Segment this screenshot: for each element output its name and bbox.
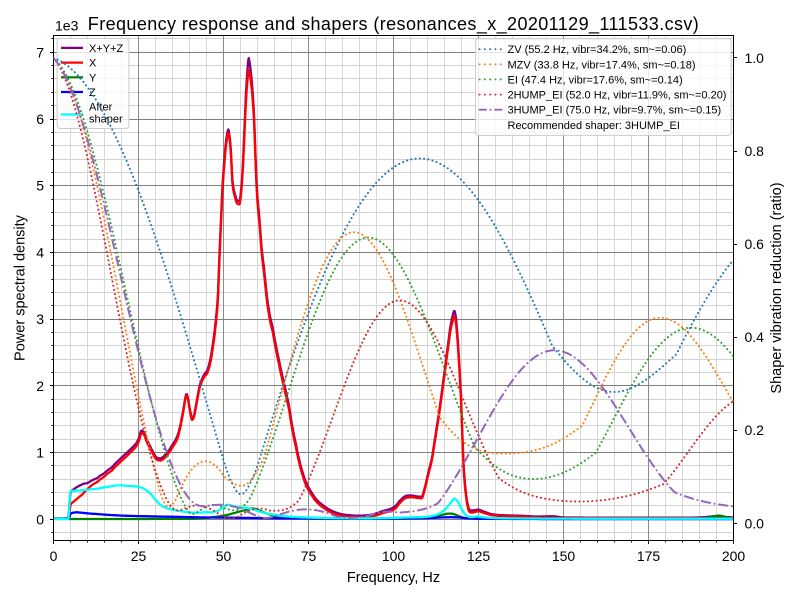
svg-text:3HUMP_EI (75.0 Hz, vibr=9.7%,: 3HUMP_EI (75.0 Hz, vibr=9.7%, sm~=0.15) [508, 105, 722, 117]
svg-text:7: 7 [36, 44, 44, 60]
svg-text:0.2: 0.2 [745, 422, 765, 438]
svg-text:175: 175 [637, 548, 661, 564]
svg-text:150: 150 [552, 548, 576, 564]
svg-text:ZV (55.2 Hz, vibr=34.2%, sm~=0: ZV (55.2 Hz, vibr=34.2%, sm~=0.06) [508, 44, 687, 56]
svg-text:0: 0 [50, 548, 58, 564]
svg-text:0.6: 0.6 [745, 236, 765, 252]
svg-text:0.4: 0.4 [745, 329, 765, 345]
svg-text:75: 75 [301, 548, 317, 564]
svg-text:25: 25 [131, 548, 147, 564]
svg-text:X+Y+Z: X+Y+Z [89, 43, 124, 55]
svg-text:MZV (33.8 Hz, vibr=17.4%, sm~=: MZV (33.8 Hz, vibr=17.4%, sm~=0.18) [508, 59, 696, 71]
svg-text:Frequency, Hz: Frequency, Hz [347, 570, 440, 586]
svg-text:Z: Z [89, 87, 96, 99]
svg-text:Shaper vibration reduction (ra: Shaper vibration reduction (ratio) [769, 182, 785, 393]
svg-text:0.8: 0.8 [745, 143, 765, 159]
svg-text:X: X [89, 58, 97, 70]
svg-text:1e3: 1e3 [55, 18, 79, 34]
svg-text:1: 1 [36, 445, 44, 461]
svg-text:Recommended shaper: 3HUMP_EI: Recommended shaper: 3HUMP_EI [508, 120, 680, 132]
svg-text:2HUMP_EI (52.0 Hz, vibr=11.9%,: 2HUMP_EI (52.0 Hz, vibr=11.9%, sm~=0.20) [508, 90, 727, 102]
svg-text:0.0: 0.0 [745, 515, 765, 531]
svg-text:4: 4 [36, 244, 44, 260]
svg-text:200: 200 [722, 548, 746, 564]
svg-text:1.0: 1.0 [745, 50, 765, 66]
svg-text:50: 50 [216, 548, 232, 564]
svg-text:Power spectral density: Power spectral density [13, 214, 29, 361]
svg-text:Frequency response and shapers: Frequency response and shapers (resonanc… [88, 14, 699, 35]
svg-text:100: 100 [382, 548, 406, 564]
svg-text:6: 6 [36, 111, 44, 127]
svg-text:EI (47.4 Hz, vibr=17.6%, sm~=0: EI (47.4 Hz, vibr=17.6%, sm~=0.14) [508, 74, 683, 86]
svg-text:0: 0 [36, 511, 44, 527]
svg-text:125: 125 [467, 548, 491, 564]
svg-text:3: 3 [36, 311, 44, 327]
svg-text:5: 5 [36, 178, 44, 194]
svg-text:Y: Y [89, 72, 97, 84]
svg-text:shaper: shaper [89, 113, 123, 125]
svg-text:2: 2 [36, 378, 44, 394]
